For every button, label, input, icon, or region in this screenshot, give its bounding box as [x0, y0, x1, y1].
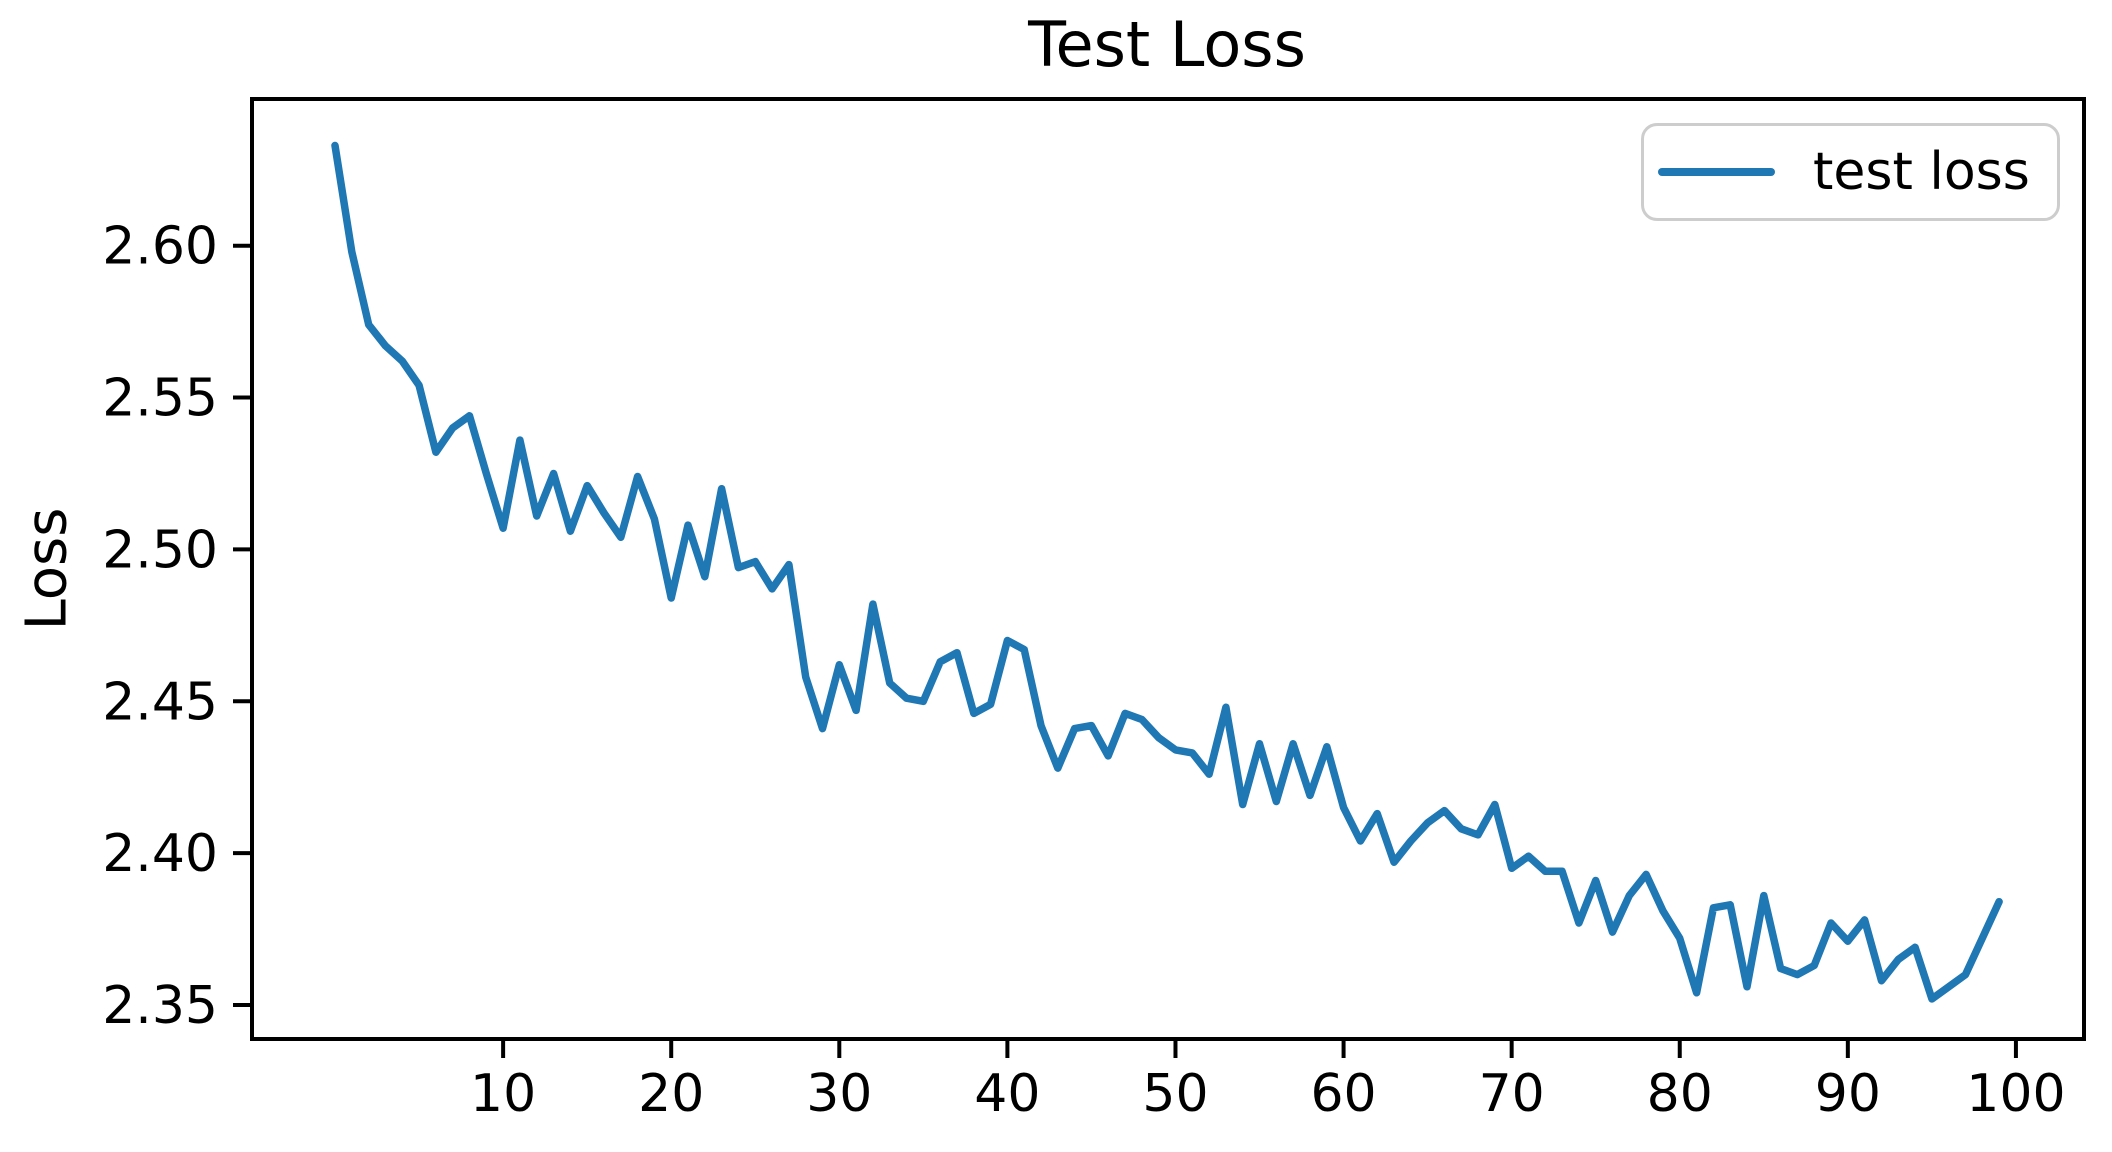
- y-tick-label-2.35: 2.35: [102, 976, 218, 1036]
- plot-area: [250, 97, 2086, 1041]
- legend-line-sample: [1658, 168, 1775, 176]
- y-tick-label-2.40: 2.40: [102, 824, 218, 884]
- test-loss-line: [331, 141, 2003, 1003]
- y-tick-label-2.50: 2.50: [102, 520, 218, 580]
- legend-label: test loss: [1813, 142, 2030, 202]
- x-tick-label-10: 10: [470, 1064, 536, 1124]
- legend: test loss: [1641, 123, 2060, 221]
- y-tick-label-2.55: 2.55: [102, 369, 218, 429]
- x-tick-label-60: 60: [1310, 1064, 1376, 1124]
- chart-title: Test Loss: [1028, 8, 1306, 81]
- y-axis-label: Loss: [14, 507, 80, 631]
- x-tick-label-80: 80: [1647, 1064, 1713, 1124]
- x-tick-label-100: 100: [1966, 1064, 2065, 1124]
- y-tick-label-2.45: 2.45: [102, 672, 218, 732]
- x-tick-label-20: 20: [638, 1064, 704, 1124]
- x-tick-label-50: 50: [1142, 1064, 1208, 1124]
- y-tick-label-2.60: 2.60: [102, 217, 218, 277]
- x-tick-label-30: 30: [806, 1064, 872, 1124]
- x-tick-label-40: 40: [974, 1064, 1040, 1124]
- x-tick-label-70: 70: [1479, 1064, 1545, 1124]
- x-tick-label-90: 90: [1815, 1064, 1881, 1124]
